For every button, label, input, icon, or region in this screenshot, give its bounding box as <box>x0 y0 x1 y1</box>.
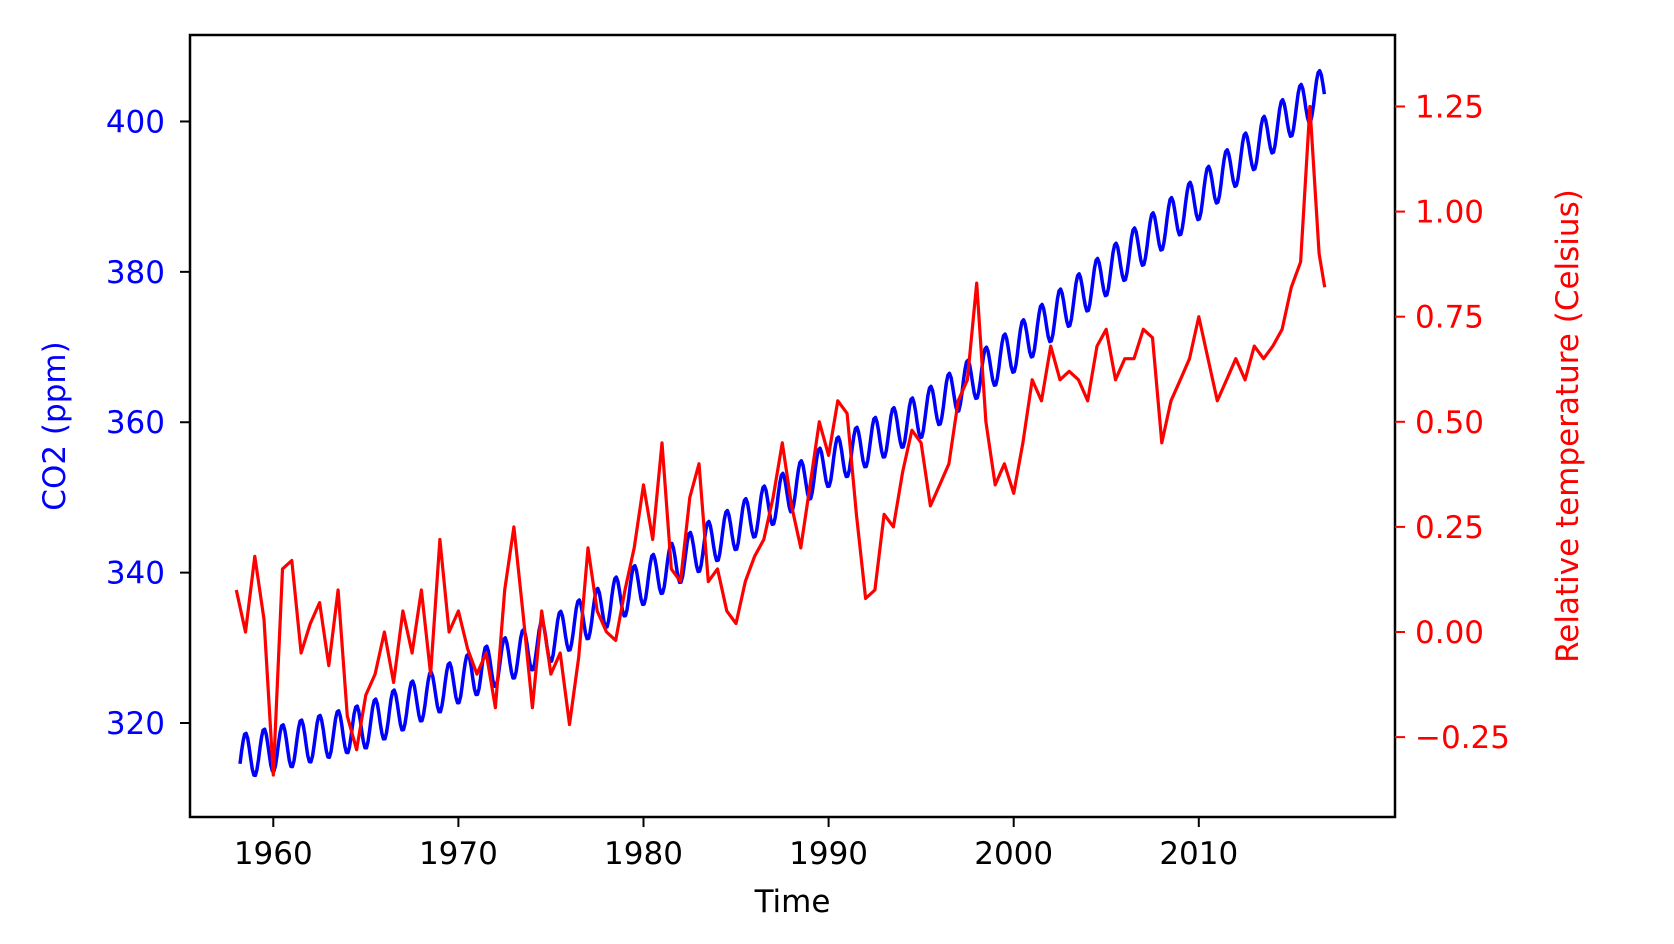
y-left-tick-label: 340 <box>106 556 165 592</box>
co2-series-line <box>238 68 1327 778</box>
y-right-tick-label: 0.25 <box>1415 510 1484 546</box>
plot-frame <box>188 33 1397 819</box>
axis-ticks: 1960 1970 1980 1990 2000 2010 320 340 360 380 400 −… <box>106 89 1510 872</box>
x-axis-title: Time <box>754 884 831 920</box>
y-right-tick-label: 1.25 <box>1415 89 1484 125</box>
x-tick-label: 1980 <box>604 836 683 872</box>
x-tick-label: 1990 <box>789 836 868 872</box>
x-tick-label: 1970 <box>419 836 498 872</box>
y-right-tick-label: 1.00 <box>1415 195 1484 231</box>
plot-series <box>234 68 1327 778</box>
y-left-tick-label: 360 <box>106 405 165 441</box>
y-left-tick-label: 400 <box>106 104 165 140</box>
y-right-axis-title: Relative temperature (Celsius) <box>1550 189 1586 663</box>
x-tick-label: 2010 <box>1159 836 1238 872</box>
x-tick-label: 2000 <box>974 836 1053 872</box>
y-left-axis-title: CO2 (ppm) <box>37 341 73 510</box>
y-right-tick-label: 0.75 <box>1415 300 1484 336</box>
y-left-tick-label: 320 <box>106 706 165 742</box>
y-right-tick-label: 0.50 <box>1415 405 1484 441</box>
y-left-tick-label: 380 <box>106 255 165 291</box>
y-right-tick-label: −0.25 <box>1415 720 1510 756</box>
temperature-series-line <box>234 104 1327 777</box>
x-tick-label: 1960 <box>234 836 313 872</box>
y-right-tick-label: 0.00 <box>1415 615 1484 651</box>
